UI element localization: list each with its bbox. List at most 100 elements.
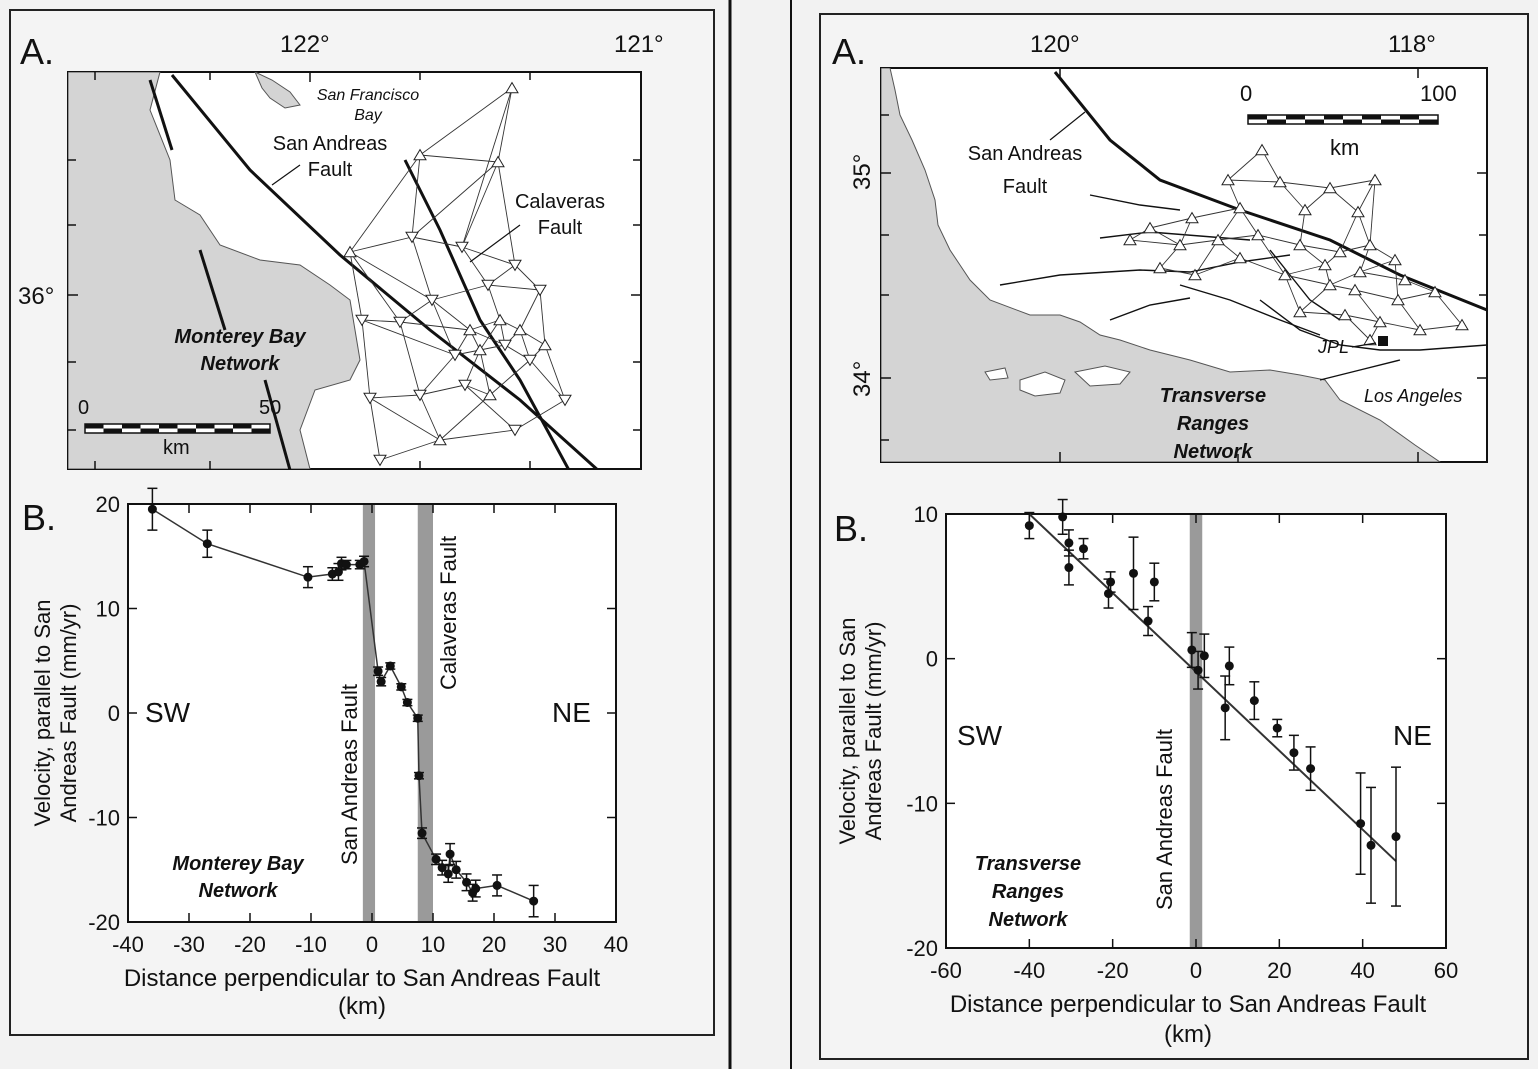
- network-link: [461, 161, 499, 248]
- data-point: [413, 713, 423, 723]
- network-link: [1257, 234, 1286, 276]
- network-link: [369, 397, 441, 441]
- data-point: [1391, 832, 1401, 842]
- gps-station-marker: [1413, 323, 1427, 336]
- gps-station-marker: [498, 339, 512, 352]
- network-link: [419, 354, 456, 396]
- network-link: [514, 399, 566, 431]
- network-link: [1159, 267, 1196, 276]
- right-map-los-angeles-label: Los Angeles: [1364, 386, 1462, 406]
- right-map-lat-label-1: 35°: [849, 154, 876, 190]
- data-point: [341, 560, 351, 570]
- network-link: [1339, 211, 1359, 253]
- network-link: [1227, 179, 1281, 183]
- data-point: [471, 884, 481, 894]
- network-link: [487, 284, 541, 291]
- gps-station-marker: [493, 313, 507, 326]
- data-point: [147, 504, 157, 514]
- y-tick-label: -20: [88, 910, 120, 935]
- data-point: [1220, 703, 1230, 713]
- data-point: [1143, 616, 1153, 626]
- network-link: [487, 284, 501, 321]
- left-map-san-andreas-label: San Andreas Fault: [273, 133, 388, 181]
- left-map-network-label: Monterey Bay Network: [174, 326, 306, 375]
- network-link: [369, 394, 421, 399]
- gps-station-marker: [433, 433, 447, 446]
- right-map-scale-unit: km: [1330, 135, 1359, 160]
- data-point: [1187, 645, 1197, 655]
- gps-station-marker: [505, 81, 519, 94]
- gps-station-marker: [481, 279, 495, 292]
- right-map-network: [1123, 143, 1469, 346]
- y-tick-label: 20: [96, 492, 120, 517]
- left-chart-san-andreas-label: San Andreas Fault: [337, 684, 362, 865]
- network-link: [1299, 209, 1306, 246]
- left-map-ocean: [68, 72, 361, 469]
- right-map-lon-label-1: 120°: [1030, 31, 1080, 58]
- right-map-minor-faults: [999, 194, 1487, 381]
- data-point: [376, 677, 386, 687]
- network-link: [464, 349, 481, 386]
- network-link: [544, 344, 566, 401]
- right-map-scale-end: 100: [1420, 81, 1457, 106]
- left-map-calaveras-trace: [403, 159, 571, 469]
- network-link: [439, 429, 516, 441]
- x-tick-label: 40: [604, 932, 628, 957]
- left-map-scale-unit: km: [163, 437, 190, 459]
- gps-station-marker: [1255, 143, 1269, 156]
- gps-station-marker: [1188, 268, 1202, 281]
- gps-station-marker: [1153, 261, 1167, 274]
- data-point: [431, 854, 441, 864]
- left-map-lon-label-1: 122°: [280, 31, 330, 58]
- left-map-scale-end: 50: [259, 397, 281, 419]
- data-point: [1058, 512, 1068, 522]
- right-chart: B. -60 -40 -20 0 20 40 60 -20 -10 0 10 SW NE San A…: [834, 498, 1458, 1048]
- right-map-san-andreas-pointer: [1049, 111, 1086, 141]
- network-link: [1261, 149, 1281, 183]
- right-map-island-1: [984, 367, 1009, 381]
- gps-station-marker: [1298, 203, 1312, 216]
- network-link: [469, 319, 501, 331]
- right-map: A. 120° 118° 35° 34°: [832, 31, 1488, 463]
- gps-station-marker: [1323, 181, 1337, 194]
- network-link: [464, 384, 491, 396]
- network-link: [349, 251, 363, 321]
- x-tick-label: -40: [1013, 958, 1045, 983]
- gps-station-marker: [1363, 238, 1377, 251]
- x-tick-label: -30: [173, 932, 205, 957]
- data-point: [414, 771, 424, 781]
- network-link: [461, 87, 513, 248]
- network-link: [1404, 279, 1436, 293]
- network-link: [1434, 291, 1463, 326]
- x-tick-label: -20: [234, 932, 266, 957]
- gps-station-marker: [1251, 228, 1265, 241]
- right-chart-san-andreas-zone: [1189, 515, 1203, 947]
- left-chart: B. -40 -30 -20 -10 0 10 20 30 40 -20 -10 0 10 20 SW N…: [22, 487, 628, 1020]
- network-link: [469, 329, 506, 346]
- left-map-lon-label-2: 121°: [614, 31, 664, 58]
- network-link: [1239, 257, 1286, 276]
- network-link: [461, 246, 489, 286]
- network-link: [539, 289, 546, 346]
- network-link: [1359, 271, 1406, 281]
- y-tick-label: 10: [96, 597, 120, 622]
- x-tick-label: -60: [930, 958, 962, 983]
- data-point: [1149, 577, 1159, 587]
- left-chart-y-axis-title: Velocity, parallel to SanAndreas Fault (…: [30, 599, 81, 826]
- gps-station-marker: [463, 323, 477, 336]
- network-link: [1299, 311, 1346, 316]
- data-point: [1272, 723, 1282, 733]
- left-map-san-andreas-trace: [170, 74, 599, 469]
- gps-station-marker: [1233, 251, 1247, 264]
- data-point: [451, 865, 461, 875]
- right-map-ocean: [881, 68, 1441, 462]
- gps-station-marker: [538, 338, 552, 351]
- data-point: [1193, 665, 1203, 675]
- right-map-jpl-marker: [1378, 336, 1388, 346]
- network-link: [411, 161, 499, 238]
- x-tick-label: 30: [543, 932, 567, 957]
- gps-station-marker: [1391, 293, 1405, 306]
- gps-station-marker: [458, 379, 472, 392]
- gps-station-marker: [448, 349, 462, 362]
- gps-station-marker: [1185, 211, 1199, 224]
